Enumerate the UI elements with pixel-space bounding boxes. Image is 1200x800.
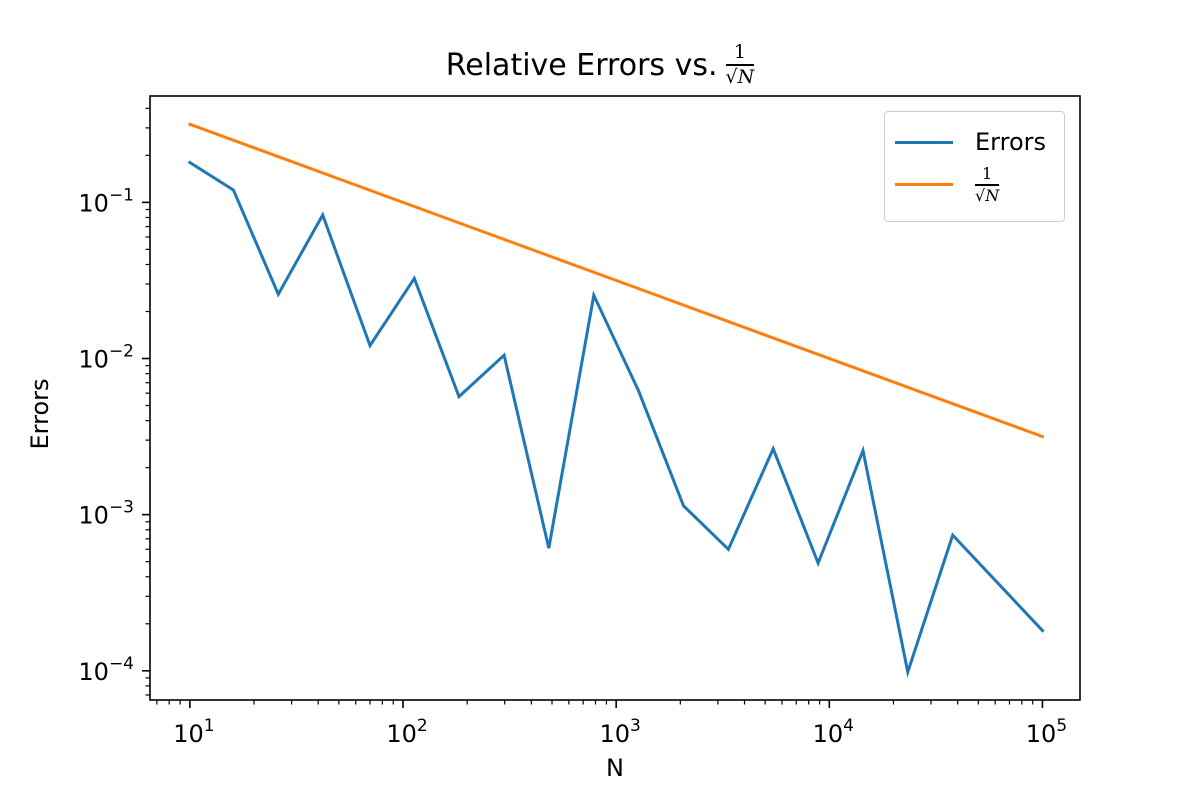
title-fraction-denominator: √N [725,65,755,88]
chart-title: Relative Errors vs. 1 √N [0,30,1200,100]
legend-fraction-denominator: √N [975,185,1000,205]
legend-swatch-errors [895,140,953,144]
title-radical-sign: √ [725,65,738,88]
x-tick-label-exponent: 4 [843,716,854,736]
title-fraction-numerator: 1 [733,41,746,64]
x-tick-label-base: 10 [813,720,844,748]
y-tick-label-base: 10 [78,189,109,217]
y-tick-label-base: 10 [78,346,109,374]
y-tick-label: 10−3 [78,498,134,530]
x-tick-label: 101 [173,716,214,748]
legend-label-errors: Errors [975,128,1047,156]
legend: Errors 1 √N [884,111,1065,222]
chart-title-text: Relative Errors vs. [445,47,718,83]
y-tick-label: 10−4 [78,654,134,686]
x-tick-label: 104 [813,716,854,748]
x-tick-label-exponent: 2 [417,716,428,736]
y-tick-label-exponent: −3 [109,498,134,518]
series-line-inverse-sqrt [187,122,1045,439]
x-tick-label: 103 [599,716,640,748]
legend-fraction-numerator: 1 [982,164,993,183]
x-tick-label: 102 [386,716,427,748]
x-tick-label-base: 10 [599,720,630,748]
x-tick-label-base: 10 [386,720,417,748]
x-tick-label-exponent: 3 [630,716,641,736]
legend-radical-variable: N [985,185,1000,205]
legend-item-errors: Errors [895,128,1046,156]
title-fraction: 1 √N [725,41,755,88]
y-tick-label-base: 10 [78,658,109,686]
x-tick-label-exponent: 1 [204,716,215,736]
x-tick-label-exponent: 5 [1056,716,1067,736]
y-tick-label-exponent: −2 [109,342,134,362]
x-tick-label-base: 10 [1026,720,1057,748]
series-line-errors [187,160,1045,678]
y-axis-label: Errors [26,378,54,450]
y-tick-label: 10−2 [78,342,134,374]
legend-swatch-inverse-sqrt [895,183,953,187]
legend-fraction-bar [975,184,1000,186]
title-fraction-bar [725,64,755,66]
x-tick-label-base: 10 [173,720,204,748]
x-axis-label: N [606,754,624,782]
series-layer [187,122,1045,678]
y-tick-label-exponent: −1 [109,185,134,205]
x-tick-label: 105 [1026,716,1067,748]
plot-frame [149,95,1081,701]
legend-radical-sign: √ [975,185,986,205]
y-tick-label-exponent: −4 [109,654,134,674]
legend-item-inverse-sqrt: 1 √N [895,164,1000,205]
legend-label-inverse-sqrt: 1 √N [975,164,1000,205]
y-tick-label-base: 10 [78,502,109,530]
title-radical-variable: N [737,65,755,88]
y-tick-label: 10−1 [78,185,134,217]
